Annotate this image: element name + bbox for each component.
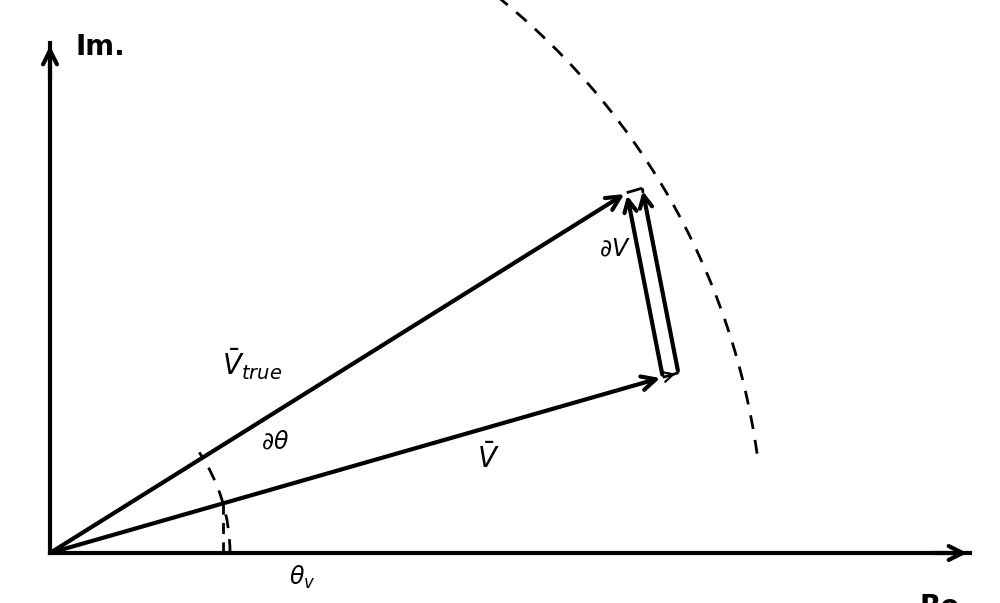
Text: $\partial\theta$: $\partial\theta$	[261, 431, 289, 453]
Text: Im.: Im.	[75, 33, 125, 61]
Text: $\bar{V}$: $\bar{V}$	[477, 444, 499, 474]
Text: Re.: Re.	[919, 593, 970, 603]
Text: $\partial V$: $\partial V$	[599, 238, 630, 260]
Text: $\bar{V}_{true}$: $\bar{V}_{true}$	[222, 346, 282, 382]
Text: $\theta_v$: $\theta_v$	[289, 564, 316, 591]
